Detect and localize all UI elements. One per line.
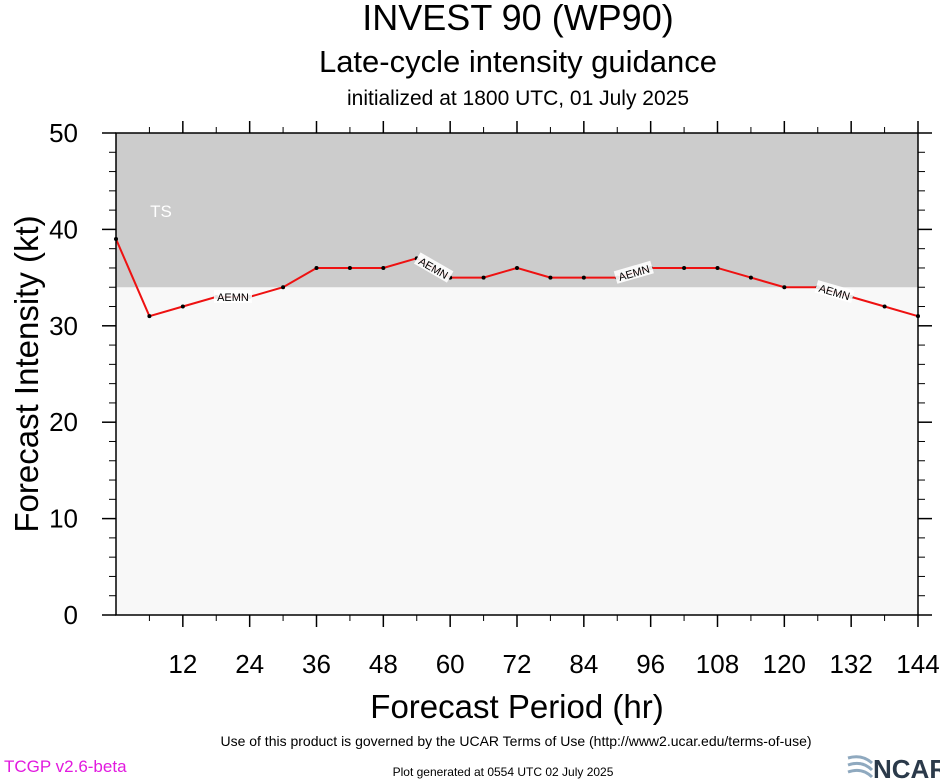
x-tick-label: 60 bbox=[436, 649, 465, 679]
data-point bbox=[281, 285, 286, 290]
x-tick-label: 84 bbox=[569, 649, 598, 679]
y-tick-label: 0 bbox=[64, 600, 78, 630]
generated-timestamp: Plot generated at 0554 UTC 02 July 2025 bbox=[393, 765, 614, 779]
y-tick-label: 50 bbox=[49, 118, 78, 148]
data-point bbox=[682, 265, 687, 270]
x-tick-label: 48 bbox=[369, 649, 398, 679]
data-point bbox=[515, 265, 519, 270]
init-time: initialized at 1800 UTC, 01 July 2025 bbox=[347, 87, 689, 110]
x-tick-label: 120 bbox=[763, 649, 806, 679]
axes: 12 24 36 48 60 72 84 96 108 120 132 144 0 10 20 30 40 50 bbox=[49, 118, 940, 679]
data-point bbox=[481, 275, 486, 280]
x-tick-label: 24 bbox=[235, 649, 264, 679]
y-tick-label: 20 bbox=[49, 407, 78, 437]
x-tick-label: 144 bbox=[896, 649, 939, 679]
data-point bbox=[147, 314, 152, 319]
intensity-bands: TS bbox=[116, 133, 918, 288]
y-axis-title: Forecast Intensity (kt) bbox=[8, 215, 45, 532]
y-tick-label: 40 bbox=[49, 214, 78, 244]
x-axis-title: Forecast Period (hr) bbox=[370, 688, 663, 725]
data-point bbox=[180, 304, 185, 309]
chart-title: INVEST 90 (WP90) bbox=[362, 0, 673, 38]
x-tick-label: 12 bbox=[168, 649, 197, 679]
chart-subtitle: Late-cycle intensity guidance bbox=[319, 44, 717, 79]
band-ts bbox=[116, 133, 918, 288]
band-label: TS bbox=[150, 202, 172, 221]
version-label: TCGP v2.6-beta bbox=[4, 757, 127, 776]
x-tick-label: 72 bbox=[503, 649, 532, 679]
data-point bbox=[882, 304, 887, 309]
series-label-text: AEMN bbox=[217, 292, 249, 304]
ncar-logo: NCAR bbox=[847, 754, 940, 780]
data-point bbox=[548, 275, 553, 280]
x-tick-label: 96 bbox=[636, 649, 665, 679]
x-tick-label: 108 bbox=[696, 649, 739, 679]
data-point bbox=[715, 265, 720, 270]
ncar-logo-text: NCAR bbox=[873, 754, 940, 780]
data-point bbox=[748, 275, 753, 280]
data-point bbox=[581, 275, 586, 280]
y-tick-label: 10 bbox=[49, 504, 78, 534]
terms-of-use-text: Use of this product is governed by the U… bbox=[220, 733, 811, 749]
x-tick-label: 36 bbox=[302, 649, 331, 679]
y-tick-label: 30 bbox=[49, 311, 78, 341]
x-tick-label: 132 bbox=[829, 649, 872, 679]
data-point bbox=[782, 285, 787, 290]
data-point bbox=[314, 265, 319, 270]
data-point bbox=[381, 265, 386, 270]
data-point bbox=[347, 265, 352, 270]
series-label: AEMN bbox=[213, 289, 252, 304]
ncar-logo-icon bbox=[847, 755, 874, 779]
